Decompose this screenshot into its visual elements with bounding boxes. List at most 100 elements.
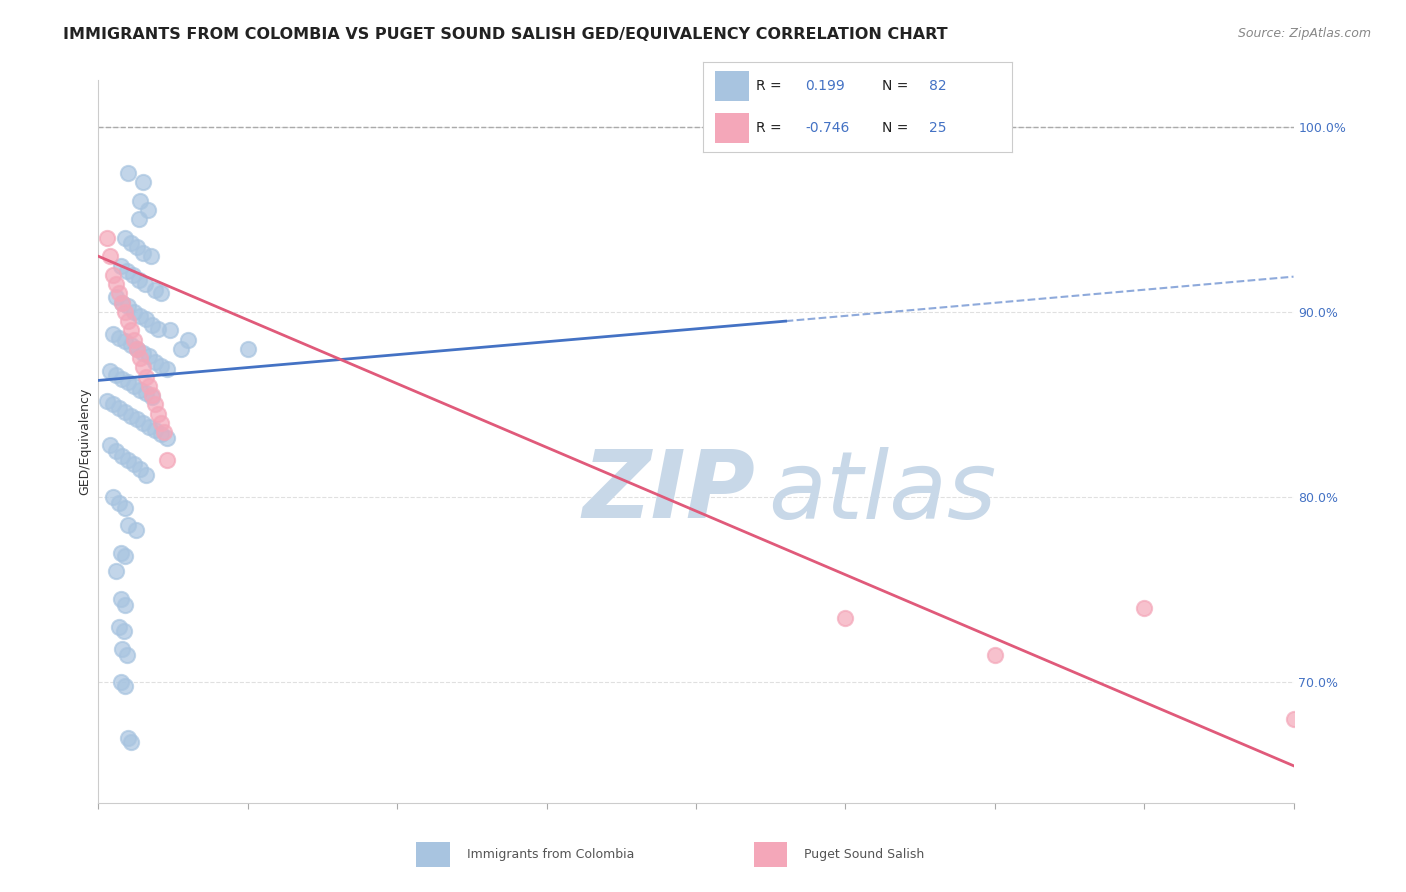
Bar xyxy=(716,113,749,143)
Point xyxy=(148,407,170,421)
Point xyxy=(98,364,122,378)
Point xyxy=(105,443,128,458)
Point xyxy=(103,397,125,411)
Point xyxy=(103,490,125,504)
Point xyxy=(124,457,146,471)
Point xyxy=(127,240,149,254)
Point xyxy=(169,342,191,356)
Point xyxy=(117,314,139,328)
Point xyxy=(108,331,131,345)
Point xyxy=(136,202,159,217)
Point xyxy=(111,450,134,464)
Point xyxy=(103,268,125,282)
Point xyxy=(150,416,173,430)
Point xyxy=(128,212,150,227)
Point xyxy=(96,393,118,408)
Text: N =: N = xyxy=(883,78,912,93)
Point xyxy=(129,351,152,366)
Point xyxy=(114,598,136,612)
Point xyxy=(141,390,163,404)
Point xyxy=(117,166,139,180)
Point xyxy=(138,419,160,434)
Point xyxy=(98,249,122,263)
Point xyxy=(117,299,139,313)
Text: 0.199: 0.199 xyxy=(806,78,845,93)
Point xyxy=(129,194,152,208)
Point xyxy=(159,323,181,337)
Bar xyxy=(416,842,450,867)
Point xyxy=(121,268,143,282)
Point xyxy=(138,379,160,393)
Text: Immigrants from Colombia: Immigrants from Colombia xyxy=(467,847,634,861)
Point xyxy=(120,338,142,352)
Point xyxy=(111,371,134,385)
Point xyxy=(135,369,157,384)
Point xyxy=(143,355,166,369)
Point xyxy=(132,416,155,430)
Point xyxy=(834,610,856,624)
Point xyxy=(105,564,128,578)
Point xyxy=(150,286,173,301)
Point xyxy=(117,731,139,745)
Point xyxy=(114,679,136,693)
Point xyxy=(114,231,136,245)
Point xyxy=(110,259,132,273)
Text: IMMIGRANTS FROM COLOMBIA VS PUGET SOUND SALISH GED/EQUIVALENCY CORRELATION CHART: IMMIGRANTS FROM COLOMBIA VS PUGET SOUND … xyxy=(63,27,948,42)
Point xyxy=(124,305,146,319)
Point xyxy=(124,379,146,393)
Point xyxy=(120,734,142,748)
Point xyxy=(141,388,163,402)
Point xyxy=(127,342,149,356)
Point xyxy=(150,427,173,442)
Point xyxy=(110,592,132,607)
Point xyxy=(114,405,136,419)
Point xyxy=(127,412,149,426)
Point xyxy=(125,524,148,538)
Point xyxy=(132,175,155,189)
Point xyxy=(110,675,132,690)
Point xyxy=(114,305,136,319)
Point xyxy=(117,376,139,390)
Point xyxy=(156,453,179,467)
Point xyxy=(98,438,122,452)
Point xyxy=(110,546,132,560)
Point xyxy=(143,424,166,438)
Point xyxy=(111,295,134,310)
Point xyxy=(132,360,155,375)
Point xyxy=(120,236,142,251)
Point xyxy=(1282,713,1305,727)
Point xyxy=(150,359,173,373)
Point xyxy=(108,496,131,510)
Point xyxy=(153,425,176,440)
Point xyxy=(134,277,156,291)
Point xyxy=(124,333,146,347)
Point xyxy=(143,397,166,411)
Text: R =: R = xyxy=(755,121,786,136)
Text: 82: 82 xyxy=(929,78,946,93)
Point xyxy=(111,295,134,310)
Point xyxy=(984,648,1007,662)
Point xyxy=(1133,601,1156,615)
Point xyxy=(141,318,163,332)
Point xyxy=(114,501,136,516)
Y-axis label: GED/Equivalency: GED/Equivalency xyxy=(79,388,91,495)
Point xyxy=(108,620,131,634)
Text: Source: ZipAtlas.com: Source: ZipAtlas.com xyxy=(1237,27,1371,40)
Point xyxy=(105,290,128,304)
Point xyxy=(148,321,170,335)
Point xyxy=(112,624,135,638)
Point xyxy=(143,283,166,297)
Point xyxy=(114,549,136,564)
Point xyxy=(132,245,155,260)
Text: 25: 25 xyxy=(929,121,946,136)
Text: Puget Sound Salish: Puget Sound Salish xyxy=(804,847,925,861)
Point xyxy=(128,273,150,287)
Point xyxy=(129,309,152,323)
Point xyxy=(236,342,259,356)
Text: -0.746: -0.746 xyxy=(806,121,849,136)
Text: atlas: atlas xyxy=(768,447,995,538)
Point xyxy=(138,349,160,363)
Point xyxy=(135,312,157,326)
Bar xyxy=(716,71,749,101)
Point xyxy=(135,386,157,401)
